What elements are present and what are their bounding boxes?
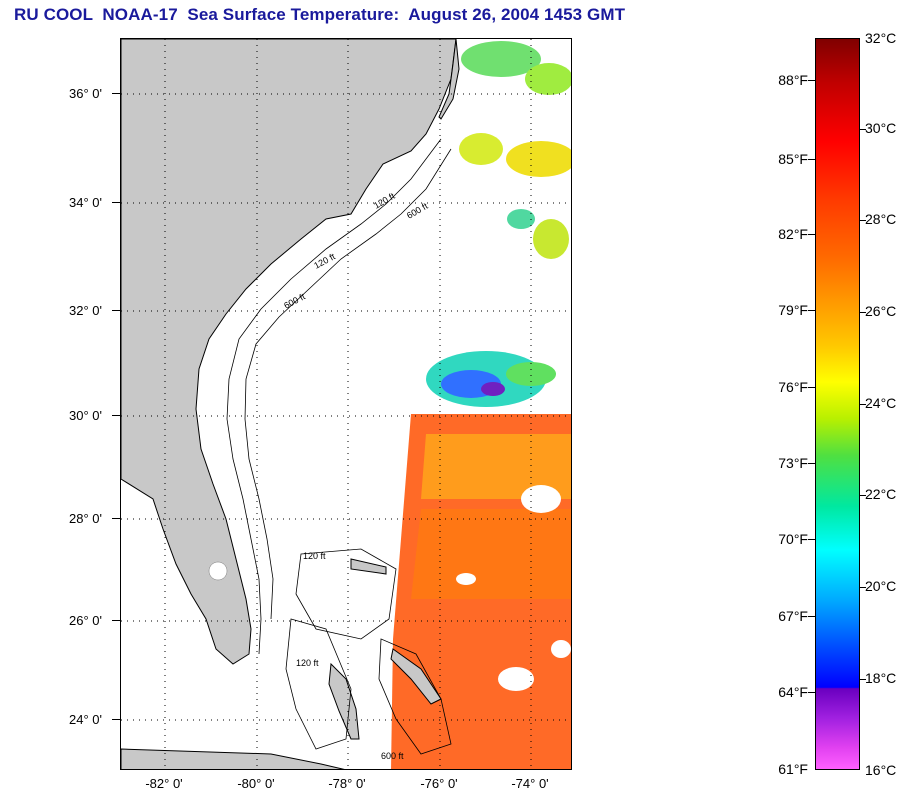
tick: [860, 587, 866, 588]
colorbar-c-22: 22°C: [865, 486, 897, 502]
colorbar-c-32: 32°C: [865, 30, 897, 46]
colorbar-f-70: 70°F: [778, 531, 808, 547]
lat-label-36: 36° 0': [69, 86, 102, 101]
contour-label-120-a: 120 ft: [372, 191, 397, 211]
tick: [112, 202, 120, 203]
tick: [808, 463, 815, 464]
tick: [112, 415, 120, 416]
lon-label-78: -78° 0': [328, 776, 366, 791]
tick: [808, 234, 815, 235]
lon-label-76: -76° 0': [420, 776, 458, 791]
tick: [860, 129, 866, 130]
colorbar-c-30: 30°C: [865, 120, 897, 136]
lat-label-30: 30° 0': [69, 408, 102, 423]
colorbar-f-64: 64°F: [778, 684, 808, 700]
lon-label-82: -82° 0': [145, 776, 183, 791]
contour-label-600-c: 600 ft: [381, 751, 404, 761]
contour-label-600-b: 600 ft: [282, 291, 307, 311]
colorbar-c-24: 24°C: [865, 395, 897, 411]
tick: [112, 310, 120, 311]
graticule: [121, 39, 571, 769]
chart-title: RU COOL NOAA-17 Sea Surface Temperature:…: [14, 5, 626, 24]
tick: [808, 387, 815, 388]
contour-label-120-c: 120 ft: [303, 551, 326, 561]
colorbar-f-76: 76°F: [778, 379, 808, 395]
tick: [112, 719, 120, 720]
lon-label-74: -74° 0': [511, 776, 549, 791]
colorbar-f-61: 61°F: [778, 761, 808, 777]
lat-label-28: 28° 0': [69, 511, 102, 526]
tick: [808, 80, 815, 81]
colorbar-f-88: 88°F: [778, 72, 808, 88]
tick: [112, 93, 120, 94]
colorbar-f-82: 82°F: [778, 226, 808, 242]
colorbar-c-28: 28°C: [865, 211, 897, 227]
colorbar-f-85: 85°F: [778, 151, 808, 167]
contour-label-120-d: 120 ft: [296, 658, 319, 668]
tick: [860, 312, 866, 313]
temperature-colorbar: [815, 38, 860, 770]
colorbar-f-79: 79°F: [778, 302, 808, 318]
sst-map-canvas: 120 ft 600 ft 120 ft 600 ft 120 ft 120 f…: [121, 39, 571, 769]
landmass: [121, 39, 460, 769]
lat-label-34: 34° 0': [69, 195, 102, 210]
lat-label-32: 32° 0': [69, 303, 102, 318]
lat-label-24: 24° 0': [69, 712, 102, 727]
colorbar-c-18: 18°C: [865, 670, 897, 686]
tick: [860, 404, 866, 405]
tick: [808, 692, 815, 693]
colorbar-f-73: 73°F: [778, 455, 808, 471]
depth-contours: [226, 138, 452, 755]
tick: [112, 518, 120, 519]
tick: [808, 159, 815, 160]
sst-map: 120 ft 600 ft 120 ft 600 ft 120 ft 120 f…: [120, 38, 572, 770]
lon-label-80: -80° 0': [237, 776, 275, 791]
lat-label-26: 26° 0': [69, 613, 102, 628]
colorbar-f-67: 67°F: [778, 608, 808, 624]
colorbar-c-20: 20°C: [865, 578, 897, 594]
tick: [808, 616, 815, 617]
tick: [860, 679, 866, 680]
tick: [860, 220, 866, 221]
tick: [808, 310, 815, 311]
tick: [808, 539, 815, 540]
colorbar-c-26: 26°C: [865, 303, 897, 319]
tick: [112, 620, 120, 621]
tick: [860, 495, 866, 496]
contour-label-120-b: 120 ft: [312, 251, 337, 271]
sst-swath: [391, 39, 571, 769]
contour-label-600-a: 600 ft: [405, 201, 430, 221]
colorbar-c-16: 16°C: [865, 762, 897, 778]
